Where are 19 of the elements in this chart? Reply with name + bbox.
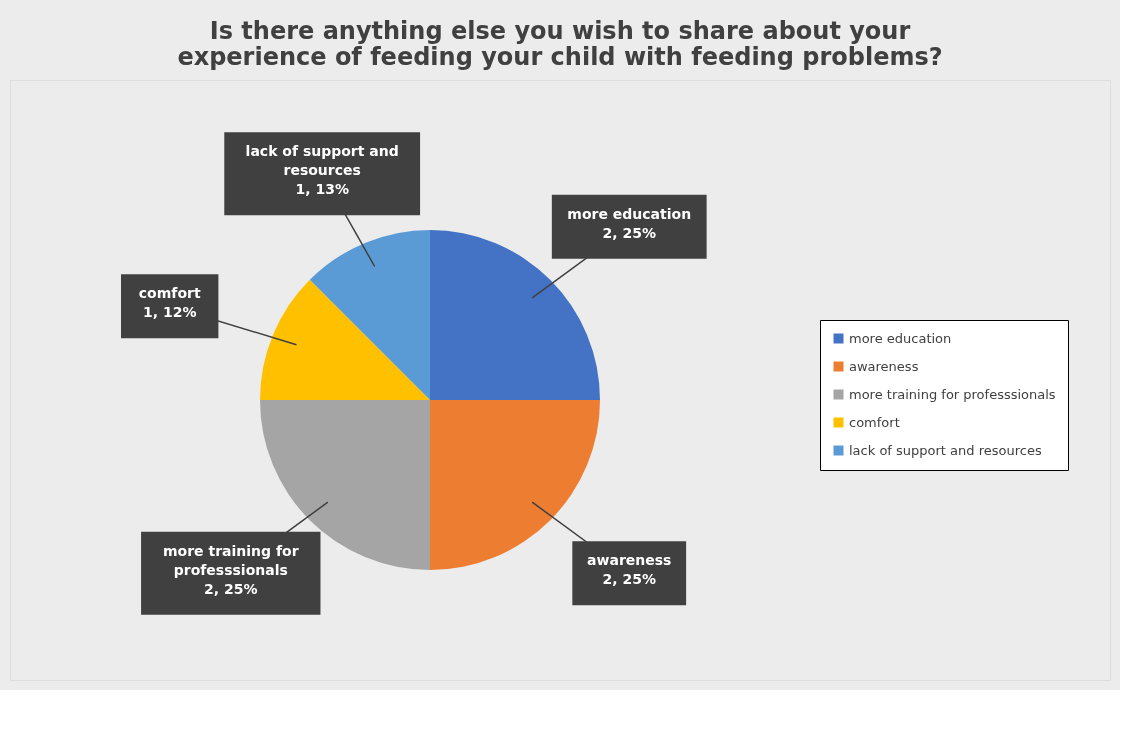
legend-label: lack of support and resources bbox=[849, 442, 1042, 458]
slice-label: more training for professsionals bbox=[162, 542, 299, 578]
pie-slice bbox=[309, 230, 430, 400]
slice-label: comfort bbox=[138, 285, 201, 302]
pie-slice bbox=[430, 230, 600, 400]
slice-label: awareness bbox=[587, 552, 672, 569]
data-label: 2, 25% bbox=[602, 571, 656, 588]
pie-slice bbox=[260, 279, 430, 400]
legend-label: awareness bbox=[849, 358, 919, 374]
data-label: 2, 25% bbox=[602, 224, 656, 241]
data-label: 1, 13% bbox=[295, 181, 349, 198]
chart-title: Is there anything else you wish to share about your experience of feeding your child with feeding problems? bbox=[177, 17, 943, 71]
legend-label: comfort bbox=[849, 414, 900, 430]
data-label: 1, 12% bbox=[142, 304, 197, 321]
slice-label: lack of support and resources bbox=[245, 143, 399, 179]
slice-label: more education bbox=[567, 205, 692, 222]
data-label: 2, 25% bbox=[204, 580, 258, 597]
legend-label: more education bbox=[849, 330, 952, 346]
legend-label: more training for professsionals bbox=[849, 386, 1056, 402]
